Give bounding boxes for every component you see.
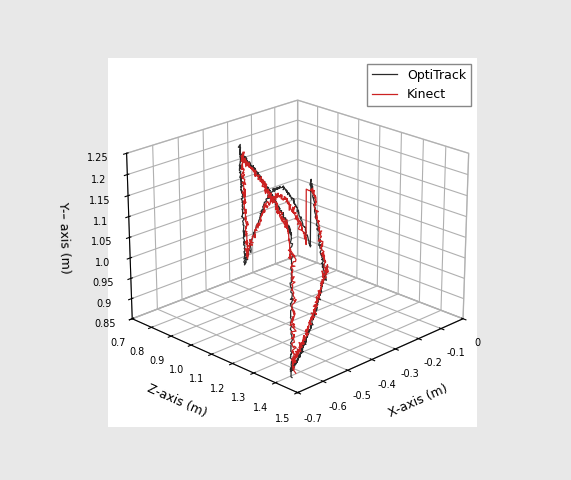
Legend: OptiTrack, Kinect: OptiTrack, Kinect	[367, 64, 471, 106]
Y-axis label: Z-axis (m): Z-axis (m)	[145, 382, 209, 420]
X-axis label: X-axis (m): X-axis (m)	[387, 382, 450, 420]
